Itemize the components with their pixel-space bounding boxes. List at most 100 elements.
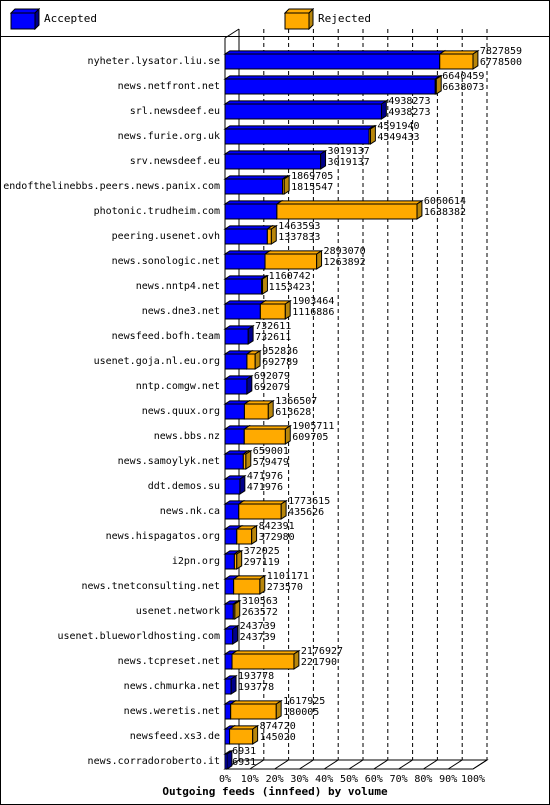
data-label-bottom: 180005 xyxy=(283,707,319,718)
bar-accepted-side xyxy=(232,624,239,645)
bar-accepted-top xyxy=(223,125,376,130)
data-label-bottom: 692789 xyxy=(262,357,298,368)
floor-tick xyxy=(249,759,265,770)
data-label-bottom: 579479 xyxy=(253,457,289,468)
data-label-top: 1463593 xyxy=(278,221,320,232)
bar-accepted-front xyxy=(224,403,245,420)
bar-rejected-side xyxy=(435,74,442,95)
bar-accepted-front xyxy=(224,578,235,595)
bar-rejected-side xyxy=(472,49,479,70)
bar-rejected-side xyxy=(251,524,258,545)
category-label: ddt.demos.su xyxy=(148,481,220,492)
data-label-bottom: 6931 xyxy=(232,757,256,768)
bar-rejected-side xyxy=(252,724,259,745)
bar-rejected-top xyxy=(263,250,324,255)
data-label-bottom: 1116886 xyxy=(292,307,334,318)
category-label: news.nk.ca xyxy=(160,506,220,517)
bar-accepted-top xyxy=(223,250,272,255)
bar-rejected-side xyxy=(316,249,323,270)
x-tick-label: 70% xyxy=(390,774,408,785)
data-label-top: 2176927 xyxy=(301,646,343,657)
x-tick-label: 30% xyxy=(290,774,308,785)
data-label-top: 6060614 xyxy=(424,196,466,207)
bar-accepted-top xyxy=(223,275,269,280)
data-label-top: 692079 xyxy=(254,371,290,382)
bar-accepted-front xyxy=(224,303,261,320)
floor-tick xyxy=(398,759,413,770)
category-label: news.sonologic.net xyxy=(112,256,220,267)
category-label: news.nntp4.net xyxy=(136,281,220,292)
bar-rejected-top xyxy=(438,50,480,55)
bar-rejected-side xyxy=(234,599,241,620)
bar-accepted-front xyxy=(224,53,441,70)
data-label-bottom: 471976 xyxy=(247,482,283,493)
bar-rejected-top xyxy=(230,650,301,655)
bar-accepted-front xyxy=(224,353,248,370)
bar-rejected-side xyxy=(262,274,268,295)
bar-rejected-front xyxy=(233,578,261,595)
data-label-bottom: 3019137 xyxy=(328,157,370,168)
category-label: news.samoylyk.net xyxy=(118,456,220,467)
bar-rejected-front xyxy=(231,653,295,670)
data-label-top: 1903464 xyxy=(292,296,334,307)
legend-swatch-rejected xyxy=(283,7,315,31)
data-label-top: 842391 xyxy=(259,521,295,532)
x-tick-label: 20% xyxy=(266,774,284,785)
data-label-top: 1160742 xyxy=(269,271,311,282)
data-label-bottom: 221790 xyxy=(301,657,337,668)
bar-rejected-front xyxy=(238,503,282,520)
data-label-top: 1773615 xyxy=(288,496,330,507)
floor-tick xyxy=(299,759,314,770)
bar-accepted-front xyxy=(224,453,244,470)
category-label: news.netfront.net xyxy=(118,81,220,92)
category-label: news.furie.org.uk xyxy=(118,131,220,142)
bar-rejected-front xyxy=(246,353,256,370)
bar-accepted-top xyxy=(223,200,284,205)
floor-tick xyxy=(447,759,463,770)
bar-accepted-front xyxy=(224,528,238,545)
bar-accepted-side xyxy=(239,474,246,495)
bar-rejected-top xyxy=(242,425,292,430)
data-label-top: 193778 xyxy=(238,671,274,682)
bar-rejected-side xyxy=(259,574,266,595)
data-label-top: 4938273 xyxy=(388,96,430,107)
x-tick-label: 90% xyxy=(439,774,457,785)
bar-rejected-front xyxy=(276,203,418,220)
data-label-bottom: 732611 xyxy=(255,332,291,343)
bar-accepted-front xyxy=(224,678,232,695)
category-label: news.dne3.net xyxy=(142,306,220,317)
bar-accepted-front xyxy=(224,503,240,520)
bar-rejected-front xyxy=(243,403,269,420)
data-label-bottom: 1263892 xyxy=(324,257,366,268)
category-label: newsfeed.bofh.team xyxy=(112,331,220,342)
data-label-top: 1101171 xyxy=(267,571,309,582)
data-label-bottom: 435626 xyxy=(288,507,324,518)
legend: Accepted Rejected xyxy=(0,0,550,37)
data-label-top: 659001 xyxy=(253,446,289,457)
data-label-bottom: 6778500 xyxy=(480,57,522,68)
bar-accepted-side xyxy=(380,99,387,120)
bar-accepted-front xyxy=(224,478,241,495)
data-label-bottom: 193778 xyxy=(238,682,274,693)
data-label-top: 310563 xyxy=(242,596,278,607)
bar-accepted-top xyxy=(223,50,447,55)
chart-title: Outgoing feeds (innfeed) by volume xyxy=(162,785,388,798)
bar-rejected-top xyxy=(237,500,288,505)
bar-rejected-side xyxy=(267,399,274,420)
data-label-top: 952836 xyxy=(262,346,298,357)
data-label-top: 372025 xyxy=(244,546,280,557)
floor-tick xyxy=(373,759,389,770)
data-label-top: 3019137 xyxy=(328,146,370,157)
legend-item-rejected: Rejected xyxy=(283,7,371,31)
bar-accepted-side xyxy=(320,149,327,170)
x-tick-label: 80% xyxy=(414,774,432,785)
category-label: news.bbs.nz xyxy=(154,431,220,442)
bar-rejected-side xyxy=(254,349,261,370)
bar-rejected-front xyxy=(264,253,318,270)
top-edge-line xyxy=(224,28,240,39)
category-label: news.hispagatos.org xyxy=(106,531,220,542)
bar-accepted-front xyxy=(224,628,234,645)
category-label: newsfeed.xs3.de xyxy=(130,731,220,742)
bar-rejected-side xyxy=(270,224,277,245)
bar-accepted-front xyxy=(224,553,235,570)
